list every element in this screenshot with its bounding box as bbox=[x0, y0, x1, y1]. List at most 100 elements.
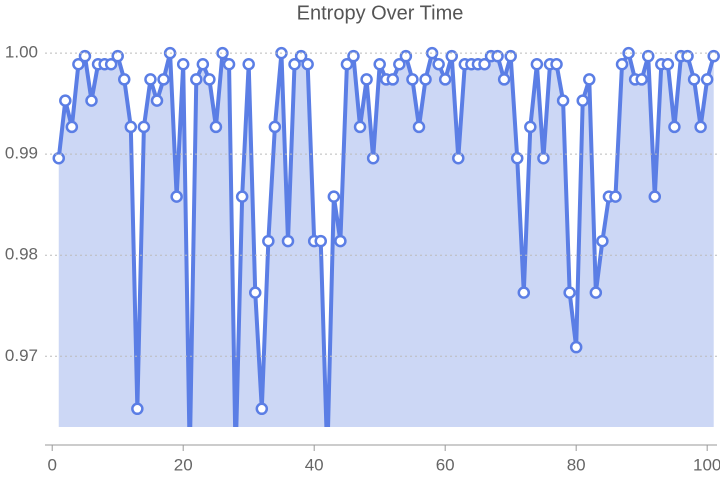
point bbox=[176, 58, 190, 71]
point bbox=[111, 49, 124, 63]
point bbox=[524, 120, 537, 134]
point bbox=[556, 94, 570, 107]
point bbox=[131, 402, 144, 416]
point bbox=[406, 73, 419, 86]
point bbox=[563, 286, 576, 299]
point bbox=[262, 234, 275, 248]
point bbox=[373, 58, 386, 71]
x-tick-label: 60 bbox=[436, 455, 455, 474]
point bbox=[190, 73, 203, 86]
point bbox=[615, 58, 629, 71]
point bbox=[203, 73, 216, 86]
x-tick-label: 100 bbox=[693, 455, 720, 474]
y-tick-label: 0.99 bbox=[5, 144, 38, 163]
point bbox=[393, 58, 406, 71]
point bbox=[425, 46, 439, 60]
point bbox=[322, 452, 332, 462]
point bbox=[491, 49, 504, 63]
point bbox=[576, 94, 589, 107]
point bbox=[550, 58, 563, 71]
point bbox=[85, 94, 98, 107]
point bbox=[360, 73, 373, 86]
point bbox=[445, 49, 458, 63]
point bbox=[150, 94, 164, 107]
point bbox=[222, 58, 236, 71]
point bbox=[583, 73, 596, 86]
point bbox=[661, 58, 675, 71]
point bbox=[288, 58, 301, 71]
point bbox=[386, 73, 400, 86]
point bbox=[452, 151, 465, 165]
point bbox=[137, 120, 151, 134]
point bbox=[65, 120, 79, 134]
point bbox=[687, 73, 701, 86]
point bbox=[668, 120, 681, 134]
point bbox=[399, 49, 413, 63]
point bbox=[707, 49, 720, 63]
point bbox=[248, 286, 262, 299]
point bbox=[694, 120, 707, 134]
point bbox=[366, 151, 380, 165]
point bbox=[510, 151, 524, 165]
point bbox=[72, 58, 85, 71]
point bbox=[589, 286, 603, 299]
point bbox=[231, 452, 241, 462]
point bbox=[609, 190, 622, 203]
point bbox=[537, 151, 550, 165]
y-tick-label: 0.98 bbox=[5, 245, 38, 264]
x-tick-label: 20 bbox=[174, 455, 193, 474]
x-tick-label: 0 bbox=[47, 455, 56, 474]
point bbox=[255, 402, 269, 416]
y-tick-label: 0.97 bbox=[5, 346, 38, 365]
point bbox=[569, 340, 583, 354]
point bbox=[59, 94, 72, 107]
point bbox=[432, 58, 445, 71]
point bbox=[347, 49, 360, 63]
point bbox=[641, 49, 655, 63]
point bbox=[314, 234, 327, 248]
point bbox=[412, 120, 426, 134]
y-tick-label: 1.00 bbox=[5, 43, 38, 62]
point bbox=[301, 58, 314, 71]
point bbox=[530, 58, 544, 71]
point bbox=[294, 49, 308, 63]
point bbox=[196, 58, 210, 71]
point bbox=[268, 120, 282, 134]
point bbox=[596, 234, 609, 248]
area bbox=[58, 53, 714, 427]
point bbox=[504, 49, 517, 63]
point bbox=[517, 286, 531, 299]
point bbox=[209, 120, 223, 134]
point bbox=[281, 234, 295, 248]
point bbox=[334, 234, 347, 248]
plot-area bbox=[52, 46, 720, 462]
point bbox=[681, 49, 694, 63]
chart-title: Entropy Over Time bbox=[297, 2, 464, 24]
point bbox=[216, 46, 229, 60]
x-tick-label: 40 bbox=[305, 455, 324, 474]
point bbox=[144, 73, 157, 86]
point bbox=[622, 46, 635, 60]
point bbox=[700, 73, 714, 86]
point bbox=[648, 190, 662, 203]
point bbox=[497, 73, 511, 86]
point bbox=[124, 120, 138, 134]
point bbox=[170, 190, 183, 203]
x-tick-label: 80 bbox=[567, 455, 586, 474]
point bbox=[52, 151, 66, 165]
point bbox=[438, 73, 452, 86]
point bbox=[340, 58, 354, 71]
point bbox=[157, 73, 170, 86]
point bbox=[419, 73, 432, 86]
point bbox=[78, 49, 92, 63]
point bbox=[478, 58, 491, 71]
point bbox=[235, 190, 249, 203]
point bbox=[327, 190, 341, 203]
point bbox=[635, 73, 648, 86]
point bbox=[104, 58, 118, 71]
point bbox=[353, 120, 367, 134]
point bbox=[118, 73, 131, 86]
point bbox=[242, 58, 255, 71]
